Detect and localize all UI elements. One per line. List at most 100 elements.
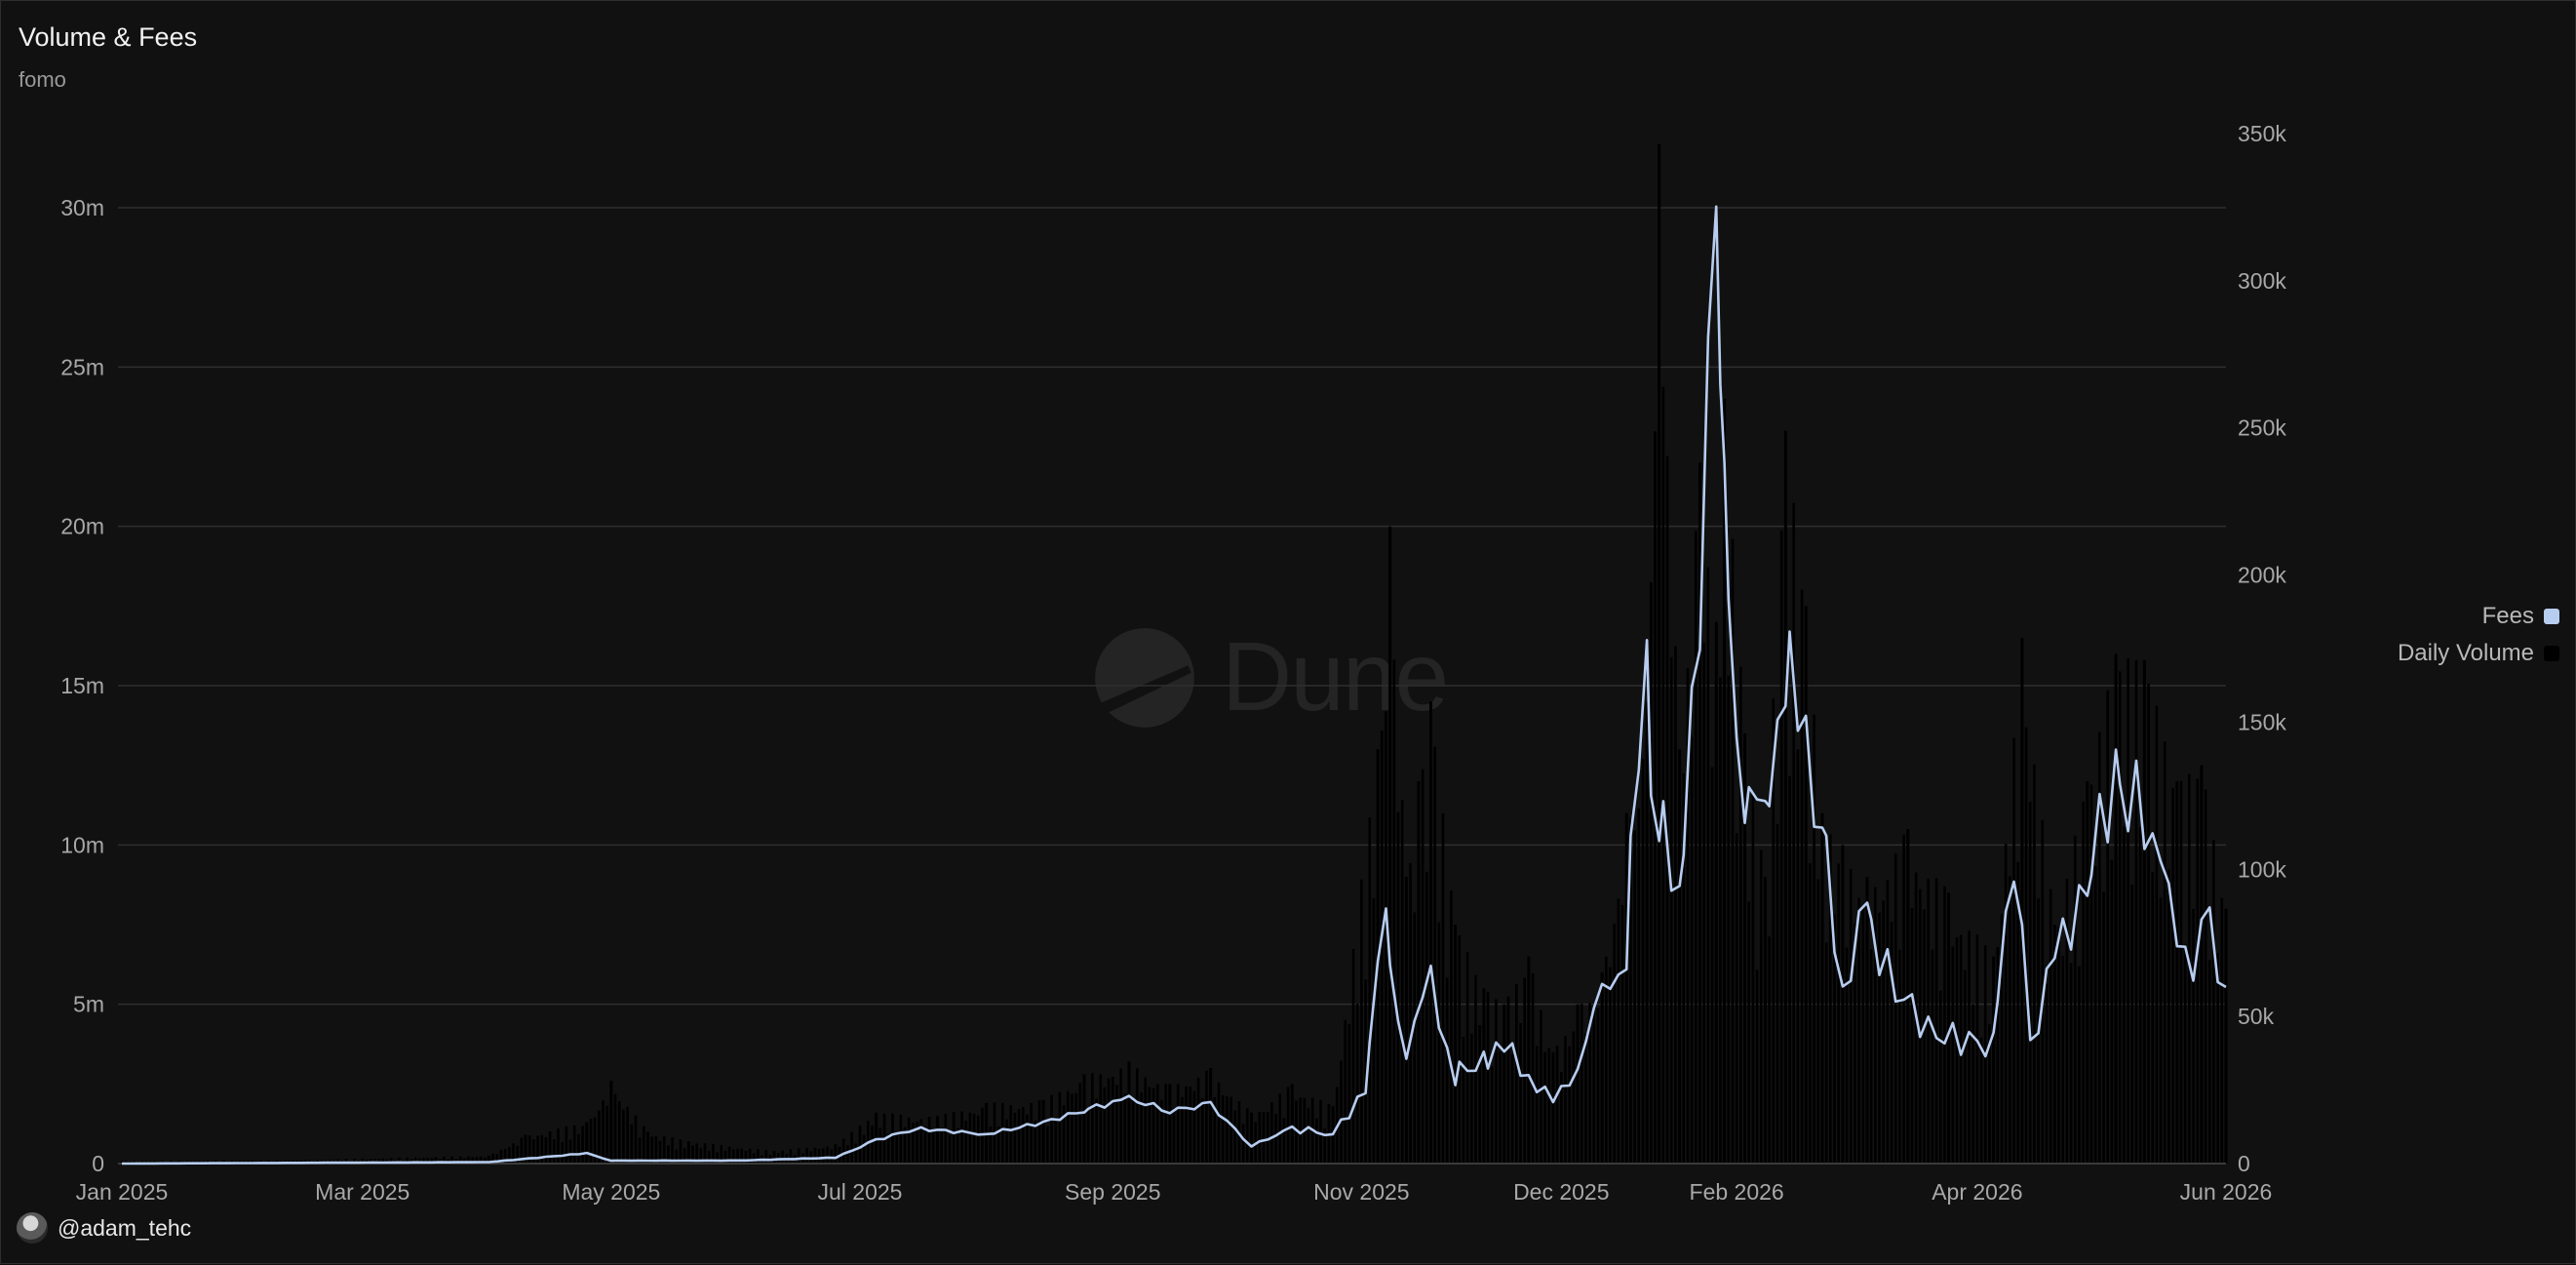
legend-item-daily-volume[interactable]: Daily Volume xyxy=(2398,635,2559,672)
volume-bar xyxy=(389,1158,393,1164)
volume-bar xyxy=(671,1137,674,1164)
volume-bar xyxy=(1731,538,1735,1164)
volume-bar xyxy=(1845,947,1849,1164)
volume-bar xyxy=(964,1120,968,1164)
volume-bar xyxy=(463,1158,466,1164)
volume-bar xyxy=(854,1143,858,1164)
volume-bar xyxy=(1723,399,1727,1164)
volume-bar xyxy=(1698,462,1701,1164)
volume-bar xyxy=(475,1157,479,1164)
volume-bar xyxy=(1609,967,1612,1164)
volume-bar xyxy=(2102,891,2105,1164)
volume-bar xyxy=(1034,1121,1037,1164)
volume-bar xyxy=(336,1159,339,1164)
volume-bar xyxy=(1560,1072,1563,1164)
volume-bar xyxy=(1955,937,1959,1164)
volume-bar xyxy=(1258,1112,1262,1164)
volume-bar xyxy=(727,1146,731,1164)
volume-bar xyxy=(1943,886,1946,1164)
volume-bar xyxy=(1837,863,1840,1164)
volume-bar xyxy=(1380,731,1384,1164)
volume-bar xyxy=(923,1126,927,1164)
volume-bar xyxy=(1547,1048,1551,1164)
volume-bar xyxy=(2220,897,2224,1164)
volume-bar xyxy=(1372,898,1376,1164)
volume-bar xyxy=(1421,769,1425,1164)
volume-bar xyxy=(723,1150,727,1164)
volume-bar xyxy=(916,1121,918,1164)
volume-bar xyxy=(1229,1096,1232,1164)
volume-bar xyxy=(1857,897,1860,1164)
volume-bar xyxy=(630,1124,634,1164)
volume-bar xyxy=(508,1147,511,1164)
volume-bar xyxy=(544,1136,548,1164)
volume-bar xyxy=(707,1151,711,1164)
volume-bar xyxy=(878,1127,882,1164)
volume-bar xyxy=(512,1143,515,1164)
volume-bar xyxy=(458,1156,462,1164)
volume-bar xyxy=(956,1127,959,1164)
volume-bar xyxy=(1123,1093,1127,1164)
y-left-tick-label: 25m xyxy=(60,354,104,379)
y-right-tick-label: 50k xyxy=(2238,1004,2275,1029)
volume-bar xyxy=(886,1133,890,1164)
volume-bar xyxy=(495,1154,499,1164)
volume-bar xyxy=(1099,1074,1103,1164)
volume-bar xyxy=(581,1126,584,1164)
volume-bar xyxy=(1592,1008,1596,1164)
volume-bar xyxy=(972,1113,976,1164)
volume-bar xyxy=(1714,621,1718,1164)
volume-bar xyxy=(1111,1077,1114,1164)
volume-bar xyxy=(1005,1119,1008,1164)
volume-bar xyxy=(817,1148,821,1164)
x-tick-label: Feb 2026 xyxy=(1690,1179,1784,1205)
volume-bar xyxy=(1506,996,1510,1164)
volume-bar xyxy=(740,1148,743,1164)
volume-bar xyxy=(1392,659,1396,1164)
volume-bar xyxy=(871,1126,874,1164)
x-tick-label: Mar 2025 xyxy=(315,1179,410,1205)
volume-bar xyxy=(1286,1087,1290,1164)
volume-bar xyxy=(626,1106,629,1164)
volume-bar xyxy=(2138,827,2142,1164)
volume-bar xyxy=(2123,826,2126,1164)
author-badge[interactable]: @adam_tehc xyxy=(17,1212,191,1244)
volume-bar xyxy=(1095,1098,1098,1164)
volume-bar xyxy=(683,1148,686,1164)
volume-bar xyxy=(1886,880,1890,1164)
volume-bar xyxy=(732,1149,735,1164)
volume-bar xyxy=(585,1122,589,1164)
volume-bar xyxy=(1428,701,1432,1164)
volume-bar xyxy=(1992,956,1996,1164)
volume-bar xyxy=(598,1110,601,1164)
volume-bar xyxy=(1368,817,1372,1164)
volume-bar xyxy=(1898,949,1901,1164)
volume-bar xyxy=(524,1134,527,1164)
volume-bar xyxy=(862,1134,866,1164)
legend: Fees Daily Volume xyxy=(2398,598,2559,672)
legend-item-fees[interactable]: Fees xyxy=(2398,598,2559,635)
volume-bar xyxy=(813,1147,817,1164)
volume-bar xyxy=(1140,1092,1143,1164)
volume-bar xyxy=(772,1150,776,1164)
volume-bar xyxy=(1804,606,1808,1164)
volume-bar xyxy=(781,1150,784,1164)
volume-bar xyxy=(1751,791,1755,1164)
volume-bar xyxy=(406,1157,410,1164)
volume-bar xyxy=(553,1139,556,1164)
volume-bar xyxy=(1776,824,1779,1164)
volume-bar xyxy=(1396,811,1400,1164)
volume-bar xyxy=(1274,1114,1277,1164)
volume-bar xyxy=(1535,1046,1539,1164)
volume-bar xyxy=(1107,1078,1111,1164)
y-right-tick-label: 150k xyxy=(2238,709,2286,734)
volume-bar xyxy=(1176,1084,1180,1164)
volume-bar xyxy=(1323,1128,1327,1164)
volume-bar xyxy=(1360,879,1363,1164)
volume-bar xyxy=(1682,772,1686,1164)
volume-bar xyxy=(1495,999,1498,1164)
volume-bar xyxy=(1686,667,1690,1164)
volume-bar xyxy=(1148,1087,1151,1164)
y-right-tick-label: 350k xyxy=(2238,121,2286,146)
volume-bar xyxy=(2065,878,2069,1164)
